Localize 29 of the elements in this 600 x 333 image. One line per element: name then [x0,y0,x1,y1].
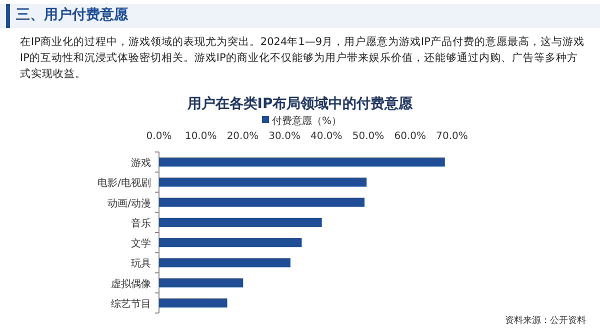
bar [159,238,302,248]
text: 资料来源：公开资料 [505,314,586,327]
x-tick-label: 60.0% [394,131,426,142]
y-tick-label: 玩具 [131,258,151,270]
text: 三、用户付费意愿 [16,6,128,24]
x-tick-label: 40.0% [310,131,342,142]
bar [159,198,365,207]
y-tick-label: 综艺节目 [111,298,151,310]
legend-label: 付费意愿（%） [272,115,342,127]
text: 在IP商业化的过程中，游戏领域的表现尤为突出。2024年1—9月，用户愿意为游戏IP产品付费的意愿最高，这与游戏IP的互动性和沉浸式体验密切相关。游戏IP的商业化不仅能够为用户带来娱乐价值，还能够通过内购、广告等多种方式实现收益。 [20,35,585,82]
x-tick-label: 70.0% [436,131,468,142]
chart-title: 用户在各类IP布局领域中的付费意愿 [186,95,414,112]
y-tick-label: 游戏 [131,157,151,170]
y-tick-label: 音乐 [131,217,151,230]
x-tick-label: 10.0% [184,131,217,142]
bar [159,298,228,308]
x-tick-label: 30.0% [268,131,300,142]
bar [159,278,244,288]
y-tick-label: 虚拟偶像 [111,278,151,290]
x-tick-label: 20.0% [226,131,259,142]
bar [159,258,290,268]
bar [159,178,367,187]
y-tick-label: 文学 [131,238,151,250]
y-tick-label: 动画/动漫 [108,197,151,210]
x-tick-label: 0.0% [146,131,172,142]
bar [159,218,322,227]
bar [159,158,445,167]
x-tick-label: 50.0% [352,131,384,142]
y-tick-label: 电影/电视剧 [98,177,151,190]
